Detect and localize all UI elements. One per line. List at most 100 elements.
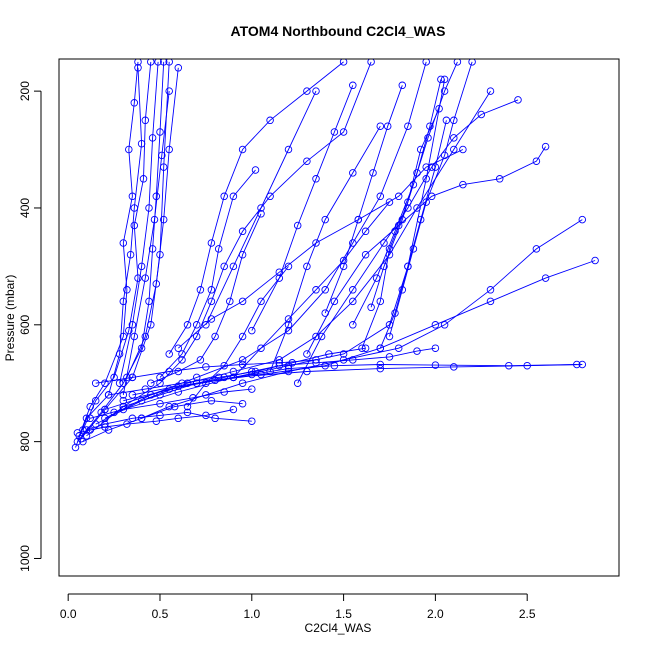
series-35 xyxy=(115,59,162,387)
data-point xyxy=(238,332,247,341)
data-point xyxy=(196,286,205,294)
data-point xyxy=(383,122,392,130)
data-point xyxy=(578,360,587,369)
data-point xyxy=(440,75,449,84)
data-point xyxy=(202,363,210,371)
data-point xyxy=(440,87,449,95)
data-point xyxy=(486,297,495,306)
data-point xyxy=(404,122,412,130)
data-point xyxy=(426,122,434,130)
series-line xyxy=(119,61,159,384)
data-point xyxy=(165,402,173,411)
data-point xyxy=(226,297,234,306)
data-point xyxy=(317,332,326,341)
data-point xyxy=(394,192,403,201)
series-40 xyxy=(202,87,320,329)
data-point xyxy=(192,321,201,329)
series-line xyxy=(82,400,243,443)
data-point xyxy=(413,169,421,177)
x-tick-label: 2.0 xyxy=(427,607,444,621)
data-point xyxy=(192,332,201,341)
series-line xyxy=(75,67,143,448)
data-point xyxy=(385,198,394,206)
series-24 xyxy=(385,59,476,341)
data-point xyxy=(321,286,329,294)
data-point xyxy=(101,379,109,387)
data-point xyxy=(130,99,139,107)
data-point xyxy=(165,350,173,358)
data-point xyxy=(152,280,161,288)
data-point xyxy=(220,388,228,396)
data-point xyxy=(339,350,348,358)
data-point xyxy=(119,239,128,247)
series-line xyxy=(95,359,317,384)
data-point xyxy=(141,116,150,125)
series-line xyxy=(379,120,447,349)
data-point xyxy=(486,87,495,95)
data-point xyxy=(79,437,87,446)
data-point xyxy=(349,321,357,329)
data-point xyxy=(573,360,581,369)
data-point xyxy=(440,321,449,329)
data-point xyxy=(284,262,293,271)
data-point xyxy=(123,286,131,294)
data-point xyxy=(192,379,201,387)
data-point xyxy=(119,391,128,399)
data-point xyxy=(178,350,186,358)
x-tick-label: 2.5 xyxy=(519,607,536,621)
data-point xyxy=(312,175,320,183)
data-point xyxy=(128,373,137,382)
data-point xyxy=(578,215,587,224)
data-point xyxy=(293,221,302,230)
data-point xyxy=(238,399,247,408)
series-line xyxy=(324,85,403,314)
data-point xyxy=(174,367,183,376)
data-point xyxy=(422,175,430,183)
data-point xyxy=(211,332,219,341)
data-point xyxy=(257,210,265,218)
data-point xyxy=(202,321,210,329)
data-point xyxy=(349,81,357,90)
series-3 xyxy=(79,59,155,434)
data-point xyxy=(251,166,260,174)
data-point xyxy=(376,344,385,352)
data-point xyxy=(156,399,164,408)
data-point xyxy=(123,420,131,428)
series-39 xyxy=(321,81,407,317)
data-point xyxy=(312,359,320,367)
data-point xyxy=(104,426,113,434)
data-point xyxy=(257,204,265,212)
data-point xyxy=(248,417,256,425)
data-point xyxy=(134,59,142,66)
data-point xyxy=(73,429,82,437)
data-point xyxy=(293,379,302,387)
data-point xyxy=(178,379,186,387)
series-26 xyxy=(229,198,394,382)
data-point xyxy=(349,239,357,247)
data-point xyxy=(339,59,348,66)
data-point xyxy=(459,145,467,154)
data-point xyxy=(189,394,197,402)
data-point xyxy=(174,64,183,72)
data-point xyxy=(211,414,219,423)
data-point xyxy=(495,175,504,183)
data-point xyxy=(376,364,385,373)
data-point xyxy=(275,274,284,282)
data-point xyxy=(229,373,238,382)
data-point xyxy=(183,408,192,417)
series-15 xyxy=(147,210,265,387)
data-point xyxy=(312,356,320,364)
series-17 xyxy=(165,59,348,358)
data-point xyxy=(220,262,228,271)
data-point xyxy=(152,192,161,201)
data-point xyxy=(486,286,495,294)
data-point xyxy=(422,198,430,206)
data-point xyxy=(404,198,412,206)
data-point xyxy=(148,134,157,142)
data-point xyxy=(422,163,430,171)
data-point xyxy=(115,350,124,358)
data-point xyxy=(303,350,311,358)
data-point xyxy=(165,367,173,376)
data-point xyxy=(174,344,183,352)
data-point xyxy=(312,87,320,95)
